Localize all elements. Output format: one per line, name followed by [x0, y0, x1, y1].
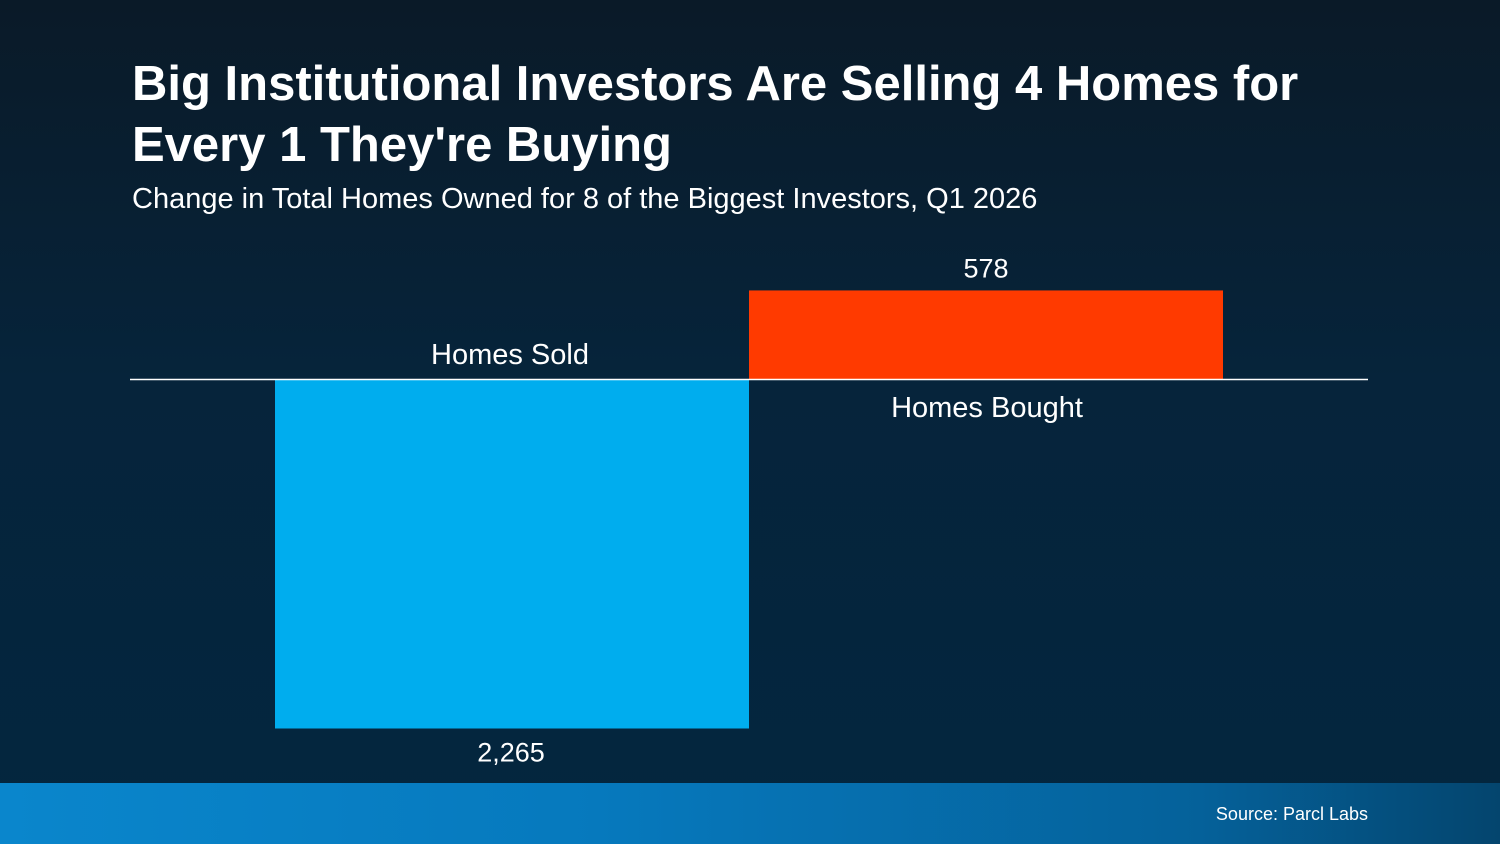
- footer-band: Source: Parcl Labs: [0, 783, 1500, 844]
- bar-homes-sold: [275, 379, 749, 729]
- chart-title: Big Institutional Investors Are Selling …: [132, 57, 1299, 172]
- data-label-homes-sold: 2,265: [477, 738, 545, 768]
- bar-homes-bought: [749, 290, 1223, 380]
- chart-subtitle: Change in Total Homes Owned for 8 of the…: [132, 183, 1038, 215]
- category-label-homes-bought: Homes Bought: [891, 392, 1083, 424]
- category-label-homes-sold: Homes Sold: [431, 339, 589, 371]
- source-note: Source: Parcl Labs: [1215, 804, 1368, 824]
- data-label-homes-bought: 578: [963, 253, 1008, 283]
